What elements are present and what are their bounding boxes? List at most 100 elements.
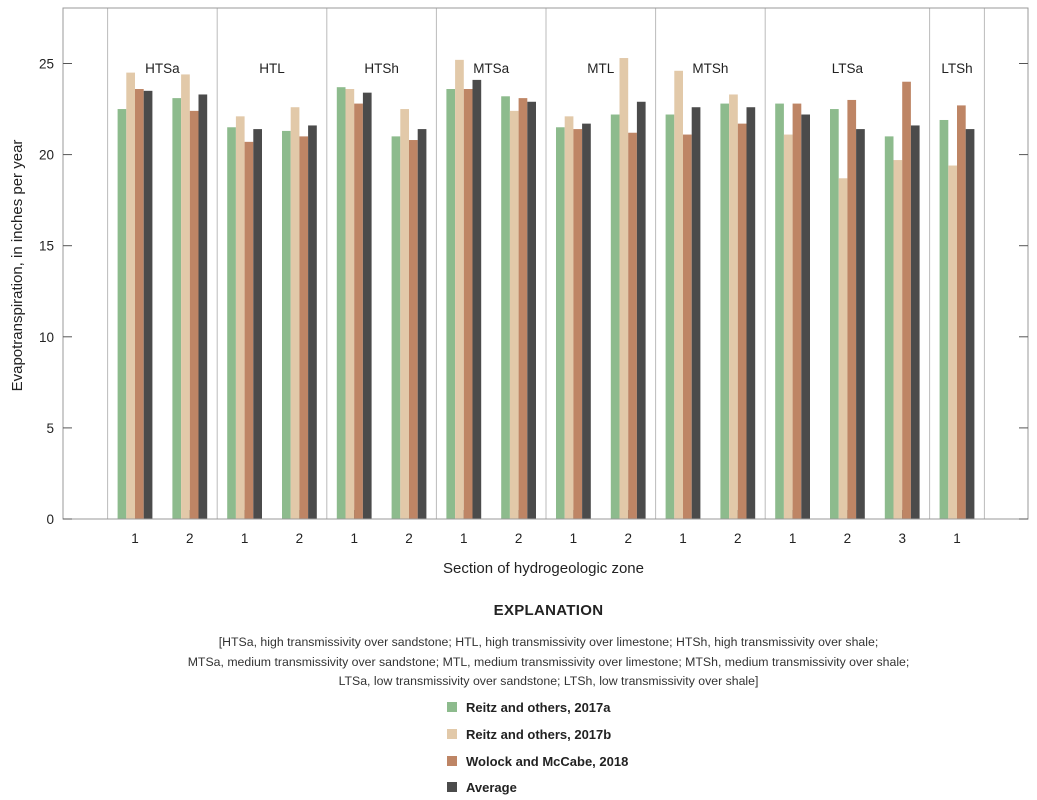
bar [126,72,135,520]
bar [838,178,848,519]
bar [737,123,747,519]
bar [400,109,409,520]
bar [665,114,675,520]
group-label: HTSh [364,61,399,76]
bar [856,129,865,520]
bar [501,96,510,520]
x-tick-label: 2 [296,531,304,546]
bar [299,136,309,519]
bar [181,74,190,519]
bar [198,94,208,519]
bar [628,132,637,519]
x-tick-label: 1 [241,531,249,546]
bar [253,129,262,520]
x-tick-label: 2 [515,531,523,546]
x-tick-label: 1 [460,531,468,546]
bar [290,107,300,519]
bar [463,89,473,520]
bar [884,136,894,519]
legend-swatch [447,782,457,792]
group-label: MTSa [473,61,509,76]
bar [683,134,692,520]
x-tick-label: 1 [570,531,578,546]
bar [830,109,839,520]
legend-swatch [447,702,457,712]
bar [691,107,701,519]
group-label: MTSh [692,61,728,76]
bar [235,116,245,519]
note-line: [HTSa, high transmissivity over sandston… [218,635,879,649]
note-line: MTSa, medium transmissivity over sandsto… [187,654,910,669]
legend-entry: Wolock and McCabe, 2018 [447,753,628,769]
x-tick-label: 2 [186,531,194,546]
bar [573,129,583,520]
bar [527,101,536,520]
bar [783,134,793,520]
group-label: MTL [587,61,614,76]
bar [893,160,903,520]
bar [965,129,975,520]
y-axis-label: Evapotranspiration, in inches per year [9,140,26,392]
legend-title: EXPLANATION [493,602,604,619]
plot-frame [62,7,1029,520]
group-label: LTSh [941,61,972,76]
bar [729,94,738,519]
x-tick-label: 1 [131,531,139,546]
bar [282,130,291,519]
bar [957,105,966,519]
note-line: LTSa, low transmissivity over sandstone;… [338,674,759,688]
bar [636,101,646,520]
legend-label: Reitz and others, 2017b [466,726,612,742]
bar [354,103,363,520]
legend-label: Average [466,779,517,795]
bar [391,136,401,519]
x-tick-label: 1 [350,531,358,546]
bar [720,103,730,520]
x-tick-label: 2 [624,531,632,546]
group-label: HTSa [145,61,180,76]
x-tick-label: 1 [953,531,961,546]
bar [308,125,317,519]
bar [172,98,182,520]
bar [746,107,756,519]
x-tick-label: 3 [898,531,906,546]
bar [775,103,784,520]
bar [345,89,355,520]
y-tick-label: 20 [39,148,54,163]
legend-entry: Average [447,779,517,795]
legend-label: Reitz and others, 2017a [466,699,611,715]
group-label: LTSa [832,61,864,76]
x-axis-label: Section of hydrogeologic zone [443,560,644,577]
bar [847,99,857,519]
x-tick-label: 2 [844,531,852,546]
bar [518,98,528,520]
legend-entry: Reitz and others, 2017b [447,726,611,742]
bar [910,125,920,519]
bar [189,110,199,519]
bar [509,110,519,519]
x-tick-label: 1 [679,531,687,546]
bar [455,59,464,520]
bar [446,89,456,520]
y-tick-label: 0 [46,512,54,527]
bar [135,89,144,520]
x-tick-label: 1 [789,531,797,546]
bar [948,165,957,520]
bar [227,127,236,520]
y-tick-label: 5 [46,421,54,436]
bar [143,90,153,519]
bar [619,58,629,520]
bar [610,114,620,520]
bar [336,87,346,519]
legend-entry: Reitz and others, 2017a [447,699,611,715]
legend-label: Wolock and McCabe, 2018 [466,753,629,769]
x-tick-label: 2 [405,531,413,546]
legend-swatch [447,756,457,766]
bar [556,127,565,520]
bar [902,81,911,519]
bar [117,109,127,520]
bar [409,140,418,520]
bar [674,70,683,520]
bar [582,123,591,519]
